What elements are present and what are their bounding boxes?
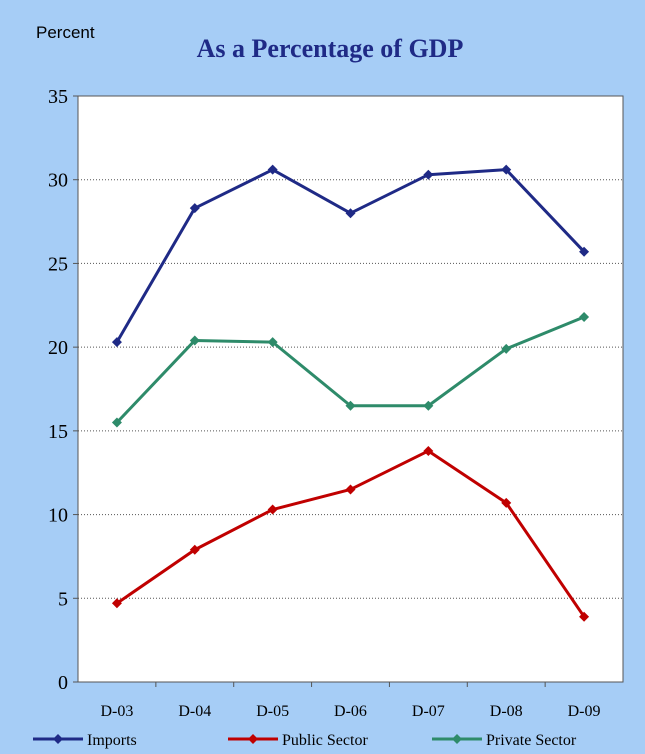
- series-group: [111, 164, 590, 622]
- x-tick-label: D-04: [178, 703, 211, 720]
- data-point: [579, 312, 590, 323]
- data-point: [267, 164, 278, 175]
- data-point: [345, 484, 356, 495]
- x-tick-label: D-08: [490, 703, 523, 720]
- y-tick-label: 20: [48, 337, 68, 359]
- data-point: [111, 598, 122, 609]
- legend-label: Private Sector: [486, 732, 577, 749]
- chart-title: As a Percentage of GDP: [197, 34, 464, 63]
- y-tick-label: 15: [48, 421, 68, 443]
- y-tick-label: 10: [48, 505, 68, 527]
- data-point: [423, 445, 434, 456]
- y-axis-ticks: 0 5 10 15 20 25 30 35: [48, 86, 78, 694]
- legend-item: Private Sector: [432, 732, 577, 749]
- x-axis-ticks: D-03 D-04 D-05 D-06 D-07 D-08 D-09: [100, 682, 601, 720]
- legend: Imports Public Sector Private Sector: [33, 732, 577, 749]
- data-point: [345, 208, 356, 219]
- plot-area: [77, 95, 624, 683]
- data-point: [189, 335, 200, 346]
- y-tick-label: 30: [48, 170, 68, 192]
- y-tick-label: 0: [58, 672, 68, 694]
- series-imports: [111, 164, 590, 348]
- y-tick-label: 5: [58, 588, 68, 610]
- legend-marker: [248, 734, 258, 744]
- legend-label: Public Sector: [282, 732, 368, 749]
- series-public-sector: [111, 445, 590, 622]
- legend-label: Imports: [87, 732, 137, 749]
- data-point: [423, 400, 434, 411]
- x-tick-label: D-05: [256, 703, 289, 720]
- gridlines: [78, 179, 623, 599]
- y-tick-label: 25: [48, 253, 68, 275]
- y-tick-label: 35: [48, 86, 68, 108]
- data-point: [267, 504, 278, 515]
- data-point: [111, 417, 122, 428]
- x-tick-label: D-07: [412, 703, 445, 720]
- data-point: [501, 497, 512, 508]
- data-point: [501, 343, 512, 354]
- legend-marker: [53, 734, 63, 744]
- data-point: [579, 611, 590, 622]
- x-tick-label: D-06: [334, 703, 367, 720]
- data-point: [423, 169, 434, 180]
- data-point: [267, 337, 278, 348]
- data-point: [501, 164, 512, 175]
- x-tick-label: D-09: [568, 703, 601, 720]
- legend-marker: [452, 734, 462, 744]
- y-axis-unit-label: Percent: [36, 23, 95, 42]
- legend-item: Imports: [33, 732, 137, 749]
- data-point: [111, 337, 122, 348]
- data-point: [579, 246, 590, 257]
- series-private-sector: [111, 312, 590, 428]
- x-tick-label: D-03: [100, 703, 133, 720]
- data-point: [345, 400, 356, 411]
- data-point: [189, 544, 200, 555]
- legend-item: Public Sector: [228, 732, 368, 749]
- data-point: [189, 203, 200, 214]
